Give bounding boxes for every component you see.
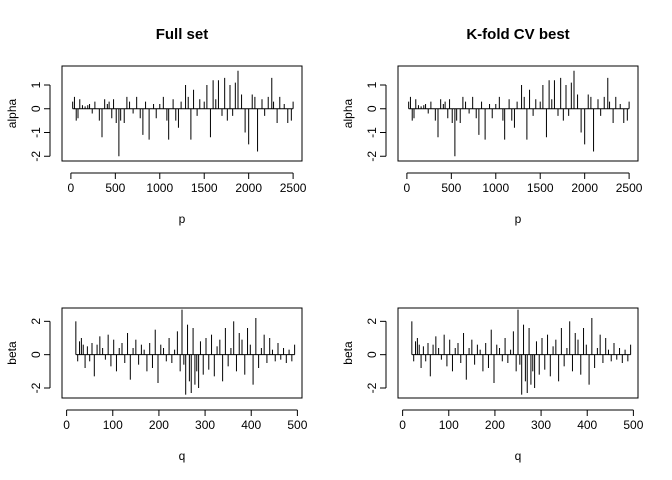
x-tick-label: 400 [241,418,261,432]
x-tick-label: 500 [287,418,307,432]
x-tick-label: 1000 [146,181,173,195]
y-tick-label: 0 [29,351,43,358]
x-tick-label: 200 [149,418,169,432]
y-axis-label: beta [5,341,19,365]
x-tick-label: 300 [195,418,215,432]
y-tick-label: -1 [29,127,43,138]
x-tick-label: 500 [105,181,125,195]
y-tick-label: 1 [29,81,43,88]
chart-title: K-fold CV best [466,26,569,43]
y-tick-label: -1 [365,127,379,138]
x-tick-label: 500 [441,181,461,195]
chart-panel-4: 0 100 200 300 400 500 q -2 0 2 beta [341,307,644,463]
plot-frame [61,65,303,162]
y-tick-label: -2 [29,382,43,393]
y-tick-label: 1 [365,81,379,88]
x-axis-label: q [515,449,522,463]
y-tick-label: 2 [29,318,43,325]
y-axis-label: alpha [341,99,355,129]
x-tick-label: 0 [63,418,70,432]
x-tick-label: 1500 [191,181,218,195]
y-tick-label: 2 [365,318,379,325]
y-tick-label: 0 [29,105,43,112]
plot-frame [61,307,303,399]
chart-panel-3: 0 100 200 300 400 500 q -2 0 2 beta [5,307,308,463]
x-tick-label: 0 [399,418,406,432]
x-tick-label: 100 [103,418,123,432]
plot-frame [397,65,639,162]
x-tick-label: 500 [623,418,643,432]
x-tick-label: 2000 [235,181,262,195]
x-axis-label: p [515,212,522,226]
x-tick-label: 1000 [482,181,509,195]
x-axis-label: q [179,449,186,463]
y-tick-label: 0 [365,105,379,112]
x-tick-label: 200 [485,418,505,432]
x-tick-label: 300 [531,418,551,432]
plot-frame [397,307,639,399]
y-axis-label: beta [341,341,355,365]
x-tick-label: 2500 [280,181,307,195]
x-tick-label: 400 [577,418,597,432]
x-tick-label: 1500 [527,181,554,195]
y-tick-label: 0 [365,351,379,358]
y-axis-label: alpha [5,99,19,129]
chart-panel-1: Full set 0 500 1000 1500 2000 2500 p -2 -1 0 1 alpha [5,26,307,226]
y-tick-label: -2 [365,151,379,162]
x-tick-label: 100 [439,418,459,432]
y-tick-label: -2 [365,382,379,393]
chart-panel-2: K-fold CV best 0 500 1000 1500 2000 2500 p -2 -1 0… [341,26,643,226]
x-tick-label: 2500 [616,181,643,195]
x-tick-label: 0 [68,181,75,195]
x-tick-label: 2000 [571,181,598,195]
x-axis-label: p [179,212,186,226]
chart-title: Full set [156,26,209,43]
x-tick-label: 0 [404,181,411,195]
y-tick-label: -2 [29,151,43,162]
